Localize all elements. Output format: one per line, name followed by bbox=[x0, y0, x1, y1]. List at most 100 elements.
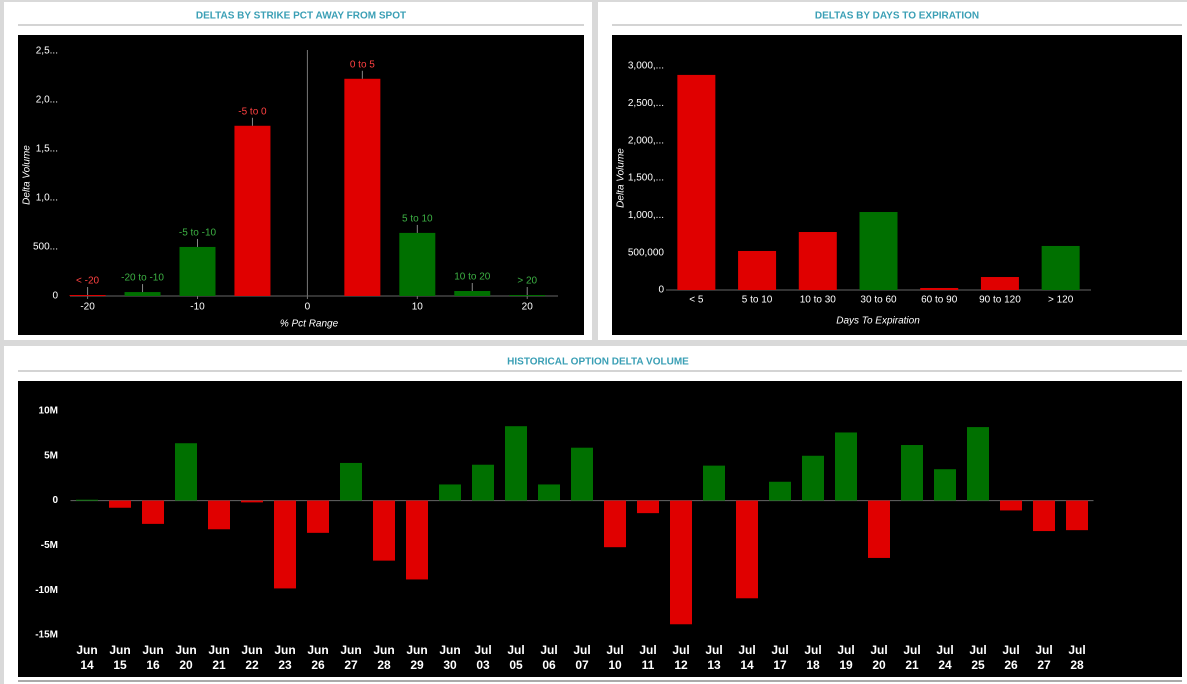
bar bbox=[344, 78, 381, 296]
x-tick-label: > 120 bbox=[1048, 295, 1074, 306]
y-tick-label: 2,500,... bbox=[628, 98, 664, 109]
bar bbox=[1066, 500, 1088, 531]
bar bbox=[208, 500, 230, 530]
x-tick-label: Jun 30 bbox=[439, 643, 461, 672]
x-tick-label: Jul 20 bbox=[870, 643, 888, 672]
bar bbox=[934, 469, 956, 501]
y-tick-label: 1,000,... bbox=[628, 210, 664, 221]
bar bbox=[637, 500, 659, 514]
x-tick-label: Jul 05 bbox=[507, 643, 525, 672]
x-tick-label: Jun 14 bbox=[76, 643, 98, 672]
data-label: > 20 bbox=[517, 276, 537, 287]
x-tick-label: Jun 16 bbox=[142, 643, 164, 672]
x-tick-label: Jul 25 bbox=[969, 643, 987, 672]
data-label: 10 to 20 bbox=[454, 272, 491, 283]
bar bbox=[472, 464, 494, 501]
bar bbox=[234, 125, 271, 296]
x-tick-label: Jun 20 bbox=[175, 643, 197, 672]
bar bbox=[901, 445, 923, 501]
x-tick-label: Jul 10 bbox=[606, 643, 624, 672]
x-tick-label: Jul 24 bbox=[936, 643, 954, 672]
x-tick-label: Jul 17 bbox=[771, 643, 789, 672]
bar bbox=[604, 500, 626, 548]
bar bbox=[69, 295, 106, 297]
x-tick-label: Jun 22 bbox=[241, 643, 263, 672]
bar bbox=[920, 287, 959, 290]
x-tick-label: Jul 13 bbox=[705, 643, 723, 672]
x-tick-label: -10 bbox=[190, 302, 205, 313]
plot-area bbox=[18, 35, 584, 335]
x-tick-label: 10 bbox=[412, 302, 424, 313]
bar bbox=[142, 500, 164, 524]
bar bbox=[868, 500, 890, 558]
x-tick-label: Jun 15 bbox=[109, 643, 131, 672]
y-axis-label: Delta Volume bbox=[616, 148, 627, 208]
bar bbox=[1000, 500, 1022, 511]
y-tick-label: 1,500,... bbox=[628, 173, 664, 184]
bar bbox=[307, 500, 329, 533]
y-tick-label: 0 bbox=[658, 285, 664, 296]
bar bbox=[967, 427, 989, 501]
y-tick-label: 2,0... bbox=[36, 94, 58, 105]
data-label: -5 to -10 bbox=[179, 228, 217, 239]
bar bbox=[373, 500, 395, 561]
bar bbox=[406, 500, 428, 580]
x-tick-label: < 5 bbox=[689, 295, 704, 306]
data-label: 0 to 5 bbox=[350, 59, 375, 70]
y-tick-label: 500,000 bbox=[628, 247, 665, 258]
bar bbox=[538, 484, 560, 501]
bar bbox=[802, 455, 824, 501]
x-tick-label: 90 to 120 bbox=[979, 295, 1021, 306]
x-tick-label: 10 to 30 bbox=[800, 295, 837, 306]
bar bbox=[670, 500, 692, 625]
x-tick-label: Jul 27 bbox=[1035, 643, 1053, 672]
x-tick-label: Jul 12 bbox=[672, 643, 690, 672]
x-tick-label: 5 to 10 bbox=[742, 295, 773, 306]
x-axis-label: % Pct Range bbox=[280, 319, 339, 330]
bar bbox=[738, 250, 777, 290]
bar bbox=[835, 432, 857, 501]
data-label: < -20 bbox=[76, 276, 100, 287]
x-axis-label: Days To Expiration bbox=[836, 316, 920, 327]
x-tick-label: Jul 11 bbox=[639, 643, 657, 672]
bar bbox=[1033, 500, 1055, 532]
y-tick-label: 3,000,... bbox=[628, 61, 664, 72]
y-tick-label: -5M bbox=[41, 540, 58, 551]
bar bbox=[241, 500, 263, 503]
x-tick-label: Jul 19 bbox=[837, 643, 855, 672]
bar bbox=[274, 500, 296, 589]
bar bbox=[509, 295, 546, 297]
bar bbox=[340, 462, 362, 501]
data-label: -5 to 0 bbox=[238, 106, 267, 117]
chart-title: DELTAS BY STRIKE PCT AWAY FROM SPOT bbox=[196, 11, 406, 22]
bar bbox=[179, 246, 216, 296]
bar bbox=[859, 212, 898, 290]
y-tick-label: -10M bbox=[35, 585, 58, 596]
y-tick-label: 0 bbox=[52, 291, 58, 302]
bar bbox=[505, 426, 527, 501]
data-label: 5 to 10 bbox=[402, 214, 433, 225]
y-tick-label: -15M bbox=[35, 630, 58, 641]
x-tick-label: 0 bbox=[305, 302, 311, 313]
x-tick-label: 20 bbox=[522, 302, 534, 313]
x-tick-label: Jun 26 bbox=[307, 643, 329, 672]
bar bbox=[703, 465, 725, 501]
x-tick-label: Jun 28 bbox=[373, 643, 395, 672]
bar bbox=[769, 481, 791, 501]
bar bbox=[1041, 245, 1080, 290]
bar bbox=[175, 443, 197, 501]
bar bbox=[124, 292, 161, 296]
y-tick-label: 5M bbox=[44, 450, 58, 461]
bar bbox=[677, 74, 716, 290]
y-tick-label: 500... bbox=[33, 242, 58, 253]
x-tick-label: Jun 27 bbox=[340, 643, 362, 672]
bar bbox=[798, 232, 837, 290]
x-tick-label: Jul 07 bbox=[573, 643, 591, 672]
x-tick-label: Jul 03 bbox=[474, 643, 492, 672]
x-tick-label: Jul 18 bbox=[804, 643, 822, 672]
chart-title: HISTORICAL OPTION DELTA VOLUME bbox=[507, 357, 689, 368]
bar bbox=[399, 232, 436, 296]
y-tick-label: 1,0... bbox=[36, 193, 58, 204]
